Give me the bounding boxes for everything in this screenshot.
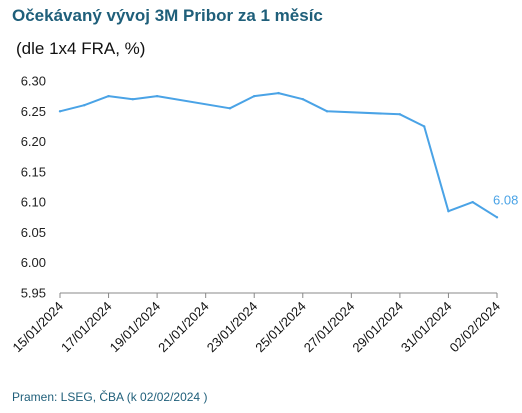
source-note: Pramen: LSEG, ČBA (k 02/02/2024 ): [12, 390, 208, 404]
y-tick-label: 6.15: [21, 164, 46, 179]
y-tick-label: 6.00: [21, 255, 46, 270]
series-layer: 6.08: [58, 91, 518, 219]
y-tick-label: 6.10: [21, 195, 46, 210]
y-tick-label: 6.25: [21, 104, 46, 119]
y-tick-label: 6.30: [21, 74, 46, 89]
data-point: [83, 104, 86, 107]
data-point: [155, 94, 159, 98]
data-point: [58, 110, 62, 113]
data-point: [398, 113, 402, 116]
x-tick-label: 02/02/2024: [446, 299, 503, 356]
data-point: [253, 94, 256, 98]
data-point: [325, 110, 329, 113]
data-point: [495, 216, 499, 219]
data-point: [107, 94, 110, 98]
chart-title: Očekávaný vývoj 3M Pribor za 1 měsíc: [12, 6, 323, 25]
data-point: [301, 97, 304, 101]
data-point: [447, 210, 450, 213]
y-tick-label: 6.05: [21, 225, 46, 240]
x-tick-label: 27/01/2024: [301, 299, 358, 356]
x-tick-label: 31/01/2024: [398, 299, 455, 356]
data-label: 6.08: [493, 192, 518, 207]
chart-subtitle: (dle 1x4 FRA, %): [16, 39, 146, 58]
x-tick-label: 15/01/2024: [9, 299, 66, 356]
x-tick-label: 23/01/2024: [204, 299, 261, 356]
series-line: [59, 92, 498, 219]
x-tick-label: 17/01/2024: [58, 299, 115, 356]
x-tick-label: 25/01/2024: [252, 299, 309, 356]
data-point: [228, 107, 232, 110]
x-axis: 15/01/202417/01/202419/01/202421/01/2024…: [9, 292, 503, 356]
y-axis: 6.30 6.25 6.20 6.15 6.10 6.05 6.00 5.95: [21, 74, 46, 301]
data-point: [277, 91, 280, 95]
data-point: [422, 125, 426, 128]
y-tick-label: 6.20: [21, 134, 46, 149]
y-tick-label: 5.95: [21, 286, 46, 301]
x-tick-label: 19/01/2024: [107, 299, 164, 356]
x-tick-label: 21/01/2024: [155, 299, 212, 356]
data-point: [471, 200, 474, 204]
data-point: [131, 97, 135, 101]
x-tick-label: 29/01/2024: [349, 299, 406, 356]
